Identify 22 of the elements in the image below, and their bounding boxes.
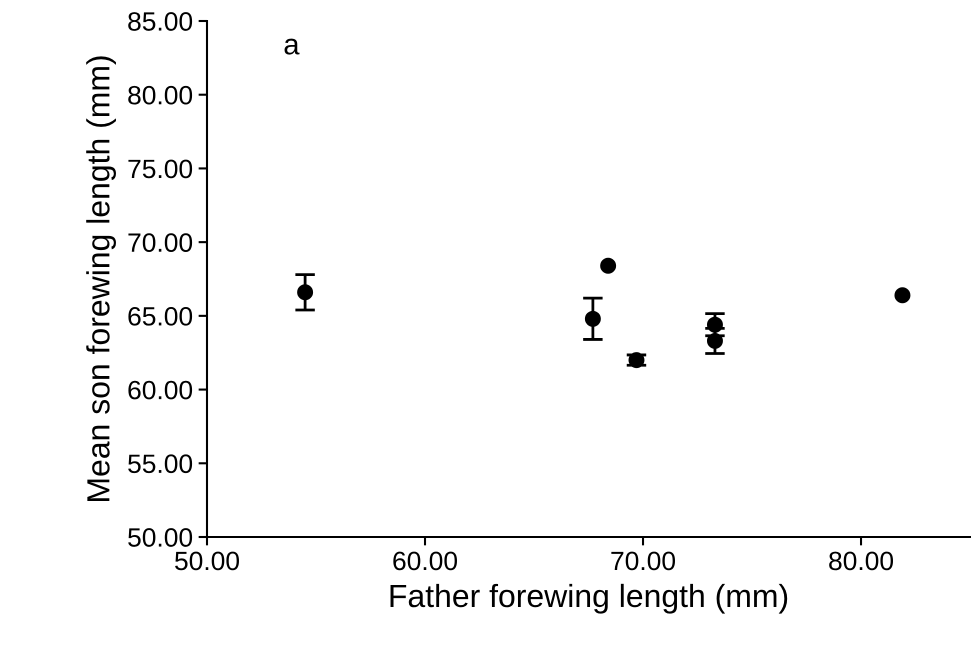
- point: [584, 310, 601, 327]
- y-tick-label: 70.00: [128, 233, 192, 252]
- point: [894, 287, 910, 304]
- y-tick-label: 65.00: [128, 306, 192, 326]
- y-tick-label: 75.00: [128, 160, 192, 178]
- y-tick-label: 85.00: [128, 12, 192, 31]
- y-tick-label: 50.00: [128, 528, 192, 547]
- x-axis-title: Father forewing length (mm): [390, 584, 788, 614]
- point: [600, 258, 616, 274]
- point: [297, 284, 314, 300]
- point: [706, 316, 723, 333]
- y-axis-title: Mean son forewing length (mm): [86, 56, 116, 501]
- x-tick-label: 50.00: [175, 552, 239, 570]
- annotation: a: [284, 38, 300, 55]
- x-tick-label: 70.00: [611, 552, 676, 570]
- y-tick-label: 80.00: [128, 86, 192, 105]
- point: [628, 352, 644, 368]
- point: [706, 332, 723, 349]
- x-tick-label: 60.00: [393, 552, 457, 570]
- y-tick-label: 60.00: [128, 380, 192, 400]
- x-tick-label: 80.00: [829, 552, 894, 570]
- y-tick-label: 55.00: [128, 454, 192, 474]
